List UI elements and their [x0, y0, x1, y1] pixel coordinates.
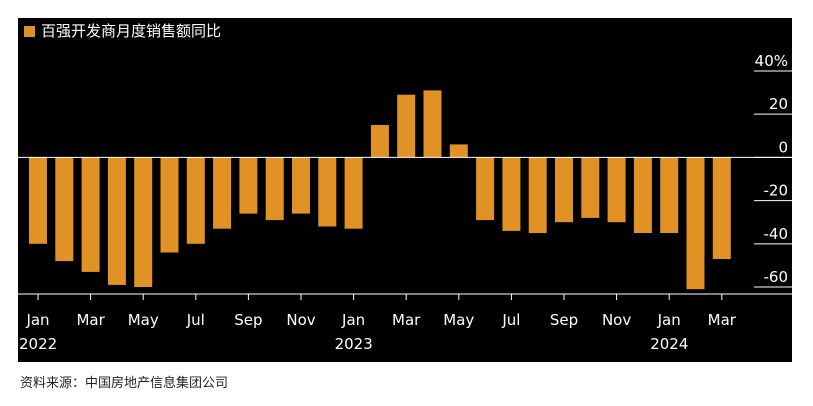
bar	[712, 157, 731, 259]
y-tick-label: 0	[778, 138, 788, 156]
source-note: 资料来源：中国房地产信息集团公司	[20, 376, 229, 391]
y-tick-label: 40%	[755, 52, 788, 70]
bar	[239, 157, 258, 214]
bar	[344, 157, 363, 229]
legend: 百强开发商月度销售额同比	[24, 22, 221, 40]
bar	[555, 157, 573, 223]
bar	[107, 157, 126, 285]
bar	[449, 144, 468, 158]
bar	[318, 157, 337, 227]
x-tick-label: Mar	[76, 311, 105, 329]
y-tick-label: 20	[769, 95, 788, 113]
bar	[476, 157, 495, 221]
y-tick-label: -40	[764, 225, 789, 243]
bar	[160, 157, 179, 253]
bar	[29, 157, 47, 244]
x-tick-label: Jan	[657, 311, 681, 329]
bar	[213, 157, 232, 229]
bar	[686, 157, 705, 290]
x-tick-label: Jul	[501, 311, 520, 329]
x-tick-label: Mar	[708, 311, 737, 329]
bar	[607, 157, 626, 223]
x-tick-label: Sep	[550, 311, 578, 329]
x-year-label: 2023	[335, 335, 373, 353]
x-tick-label: Jan	[25, 311, 49, 329]
legend-label: 百强开发商月度销售额同比	[41, 22, 222, 40]
bar	[134, 157, 153, 287]
x-year-label: 2024	[650, 335, 688, 353]
bar	[528, 157, 547, 233]
bar	[581, 157, 600, 218]
legend-swatch	[24, 25, 35, 37]
x-tick-label: May	[128, 311, 159, 329]
y-tick-label: -20	[764, 182, 789, 200]
x-tick-label: Jan	[341, 311, 365, 329]
x-tick-label: Nov	[602, 311, 631, 329]
chart-panel: Jan 2022 Mar May Jul Sep Nov Jan 2023 Mar May Jul Se…	[18, 18, 792, 362]
bar	[55, 157, 74, 262]
x-tick-label: May	[443, 311, 474, 329]
bar	[292, 157, 310, 214]
x-tick-label: Sep	[234, 311, 262, 329]
bar	[397, 94, 416, 158]
bar-chart: Jan 2022 Mar May Jul Sep Nov Jan 2023 Mar May Jul Se…	[18, 52, 792, 353]
bar	[502, 157, 521, 231]
bar	[186, 157, 205, 244]
bar	[423, 90, 442, 158]
x-tick-label: Jul	[186, 311, 205, 329]
y-tick-label: -60	[764, 268, 789, 286]
bar	[370, 125, 389, 158]
x-year-label: 2022	[19, 335, 57, 353]
bar	[660, 157, 679, 233]
bar	[633, 157, 652, 233]
x-tick-label: Mar	[392, 311, 421, 329]
x-tick-label: Nov	[286, 311, 315, 329]
bar	[81, 157, 100, 272]
bar	[265, 157, 284, 221]
